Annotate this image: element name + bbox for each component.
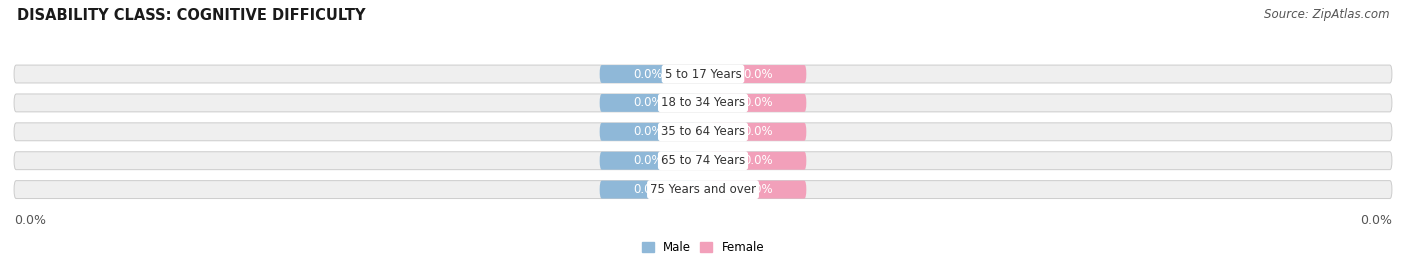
FancyBboxPatch shape xyxy=(599,123,696,141)
Text: 35 to 64 Years: 35 to 64 Years xyxy=(661,125,745,138)
Text: 0.0%: 0.0% xyxy=(744,68,773,80)
Text: 0.0%: 0.0% xyxy=(744,96,773,109)
Text: 75 Years and over: 75 Years and over xyxy=(650,183,756,196)
Text: 0.0%: 0.0% xyxy=(744,183,773,196)
Text: 0.0%: 0.0% xyxy=(633,125,662,138)
Text: 0.0%: 0.0% xyxy=(633,96,662,109)
Text: Source: ZipAtlas.com: Source: ZipAtlas.com xyxy=(1264,8,1389,21)
FancyBboxPatch shape xyxy=(14,152,1392,170)
Text: 0.0%: 0.0% xyxy=(633,68,662,80)
FancyBboxPatch shape xyxy=(710,94,807,112)
FancyBboxPatch shape xyxy=(14,94,1392,112)
Text: 0.0%: 0.0% xyxy=(744,154,773,167)
Text: 0.0%: 0.0% xyxy=(744,125,773,138)
Text: 0.0%: 0.0% xyxy=(633,183,662,196)
FancyBboxPatch shape xyxy=(14,65,1392,83)
FancyBboxPatch shape xyxy=(599,65,696,83)
FancyBboxPatch shape xyxy=(599,94,696,112)
FancyBboxPatch shape xyxy=(710,152,807,170)
Legend: Male, Female: Male, Female xyxy=(641,241,765,254)
FancyBboxPatch shape xyxy=(14,123,1392,141)
FancyBboxPatch shape xyxy=(710,65,807,83)
FancyBboxPatch shape xyxy=(710,123,807,141)
Text: 65 to 74 Years: 65 to 74 Years xyxy=(661,154,745,167)
Text: 0.0%: 0.0% xyxy=(633,154,662,167)
Text: 5 to 17 Years: 5 to 17 Years xyxy=(665,68,741,80)
FancyBboxPatch shape xyxy=(599,152,696,170)
Text: 18 to 34 Years: 18 to 34 Years xyxy=(661,96,745,109)
FancyBboxPatch shape xyxy=(599,181,696,199)
FancyBboxPatch shape xyxy=(710,181,807,199)
FancyBboxPatch shape xyxy=(14,181,1392,199)
Text: DISABILITY CLASS: COGNITIVE DIFFICULTY: DISABILITY CLASS: COGNITIVE DIFFICULTY xyxy=(17,8,366,23)
Text: 0.0%: 0.0% xyxy=(1360,214,1392,227)
Text: 0.0%: 0.0% xyxy=(14,214,46,227)
